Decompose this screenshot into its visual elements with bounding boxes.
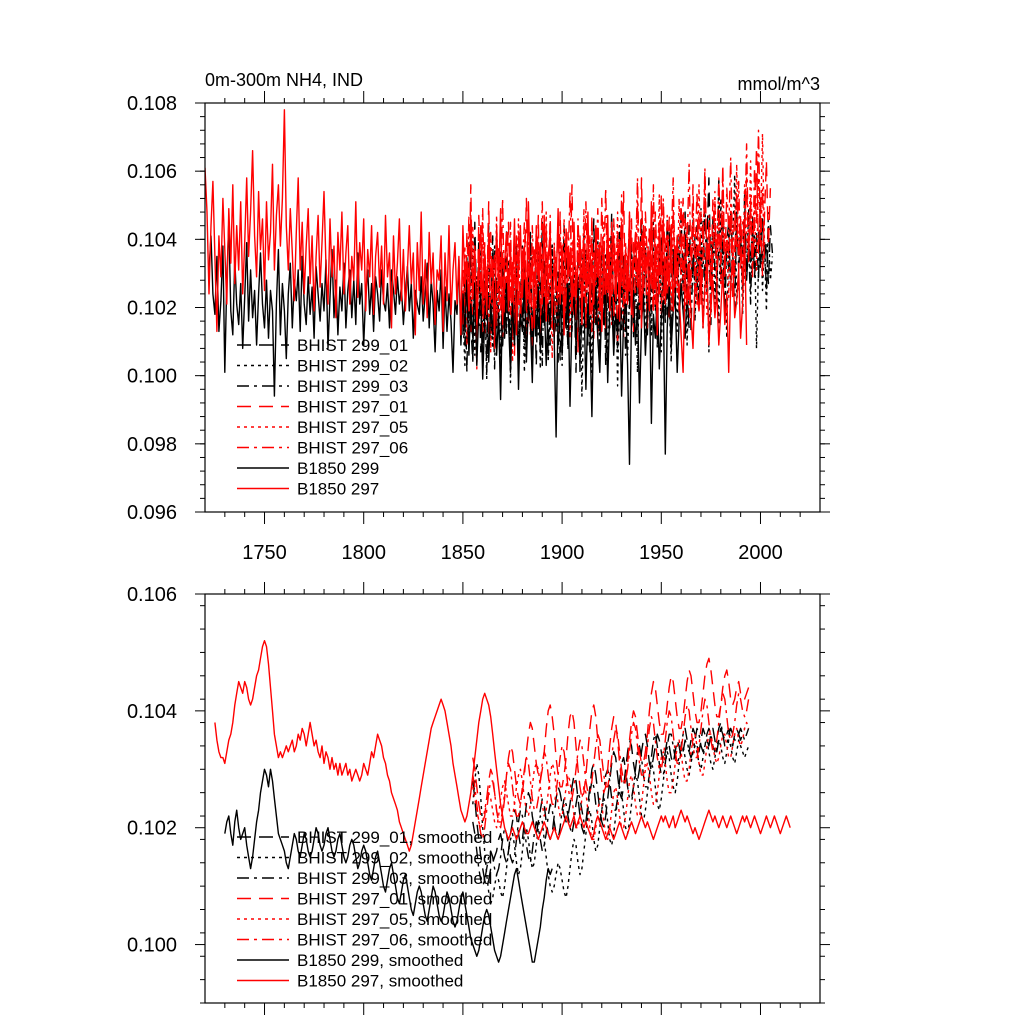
- y-tick-label: 0.106: [127, 584, 177, 606]
- legend-label: BHIST 299_03: [297, 377, 408, 396]
- legend-label: B1850 299, smoothed: [297, 951, 463, 970]
- legend-label: BHIST 299_01, smoothed: [297, 828, 492, 847]
- legend-label: BHIST 297_06, smoothed: [297, 931, 492, 950]
- plot-area: [205, 109, 774, 465]
- legend-label: B1850 297, smoothed: [297, 972, 463, 991]
- series-line-8: [205, 109, 748, 373]
- legend-label: BHIST 299_02: [297, 357, 408, 376]
- x-tick-label: 1850: [441, 542, 486, 564]
- legend-label: BHIST 297_05: [297, 418, 408, 437]
- series-line-5: [472, 721, 750, 841]
- legend: BHIST 299_01, smoothed BHIST 299_02, smoo…: [237, 828, 492, 991]
- chart-title: 0m-300m NH4, IND: [205, 70, 363, 90]
- y-tick-label: 0.096: [127, 502, 177, 524]
- series-line-3: [472, 721, 750, 887]
- legend-label: BHIST 299_03, smoothed: [297, 869, 492, 888]
- y-tick-label: 0.102: [127, 818, 177, 840]
- y-tick-label: 0.102: [127, 298, 177, 320]
- plot-area: [214, 640, 791, 963]
- series-line-7: [208, 221, 690, 465]
- x-tick-label: 1900: [540, 542, 585, 564]
- legend-label: B1850 299: [297, 459, 379, 478]
- x-tick-label: 1800: [341, 542, 386, 564]
- units-label: mmol/m^3: [738, 74, 820, 94]
- legend-label: B1850 297: [297, 480, 379, 499]
- series-line-4: [472, 657, 750, 829]
- plot-frame: [204, 593, 821, 1004]
- legend-label: BHIST 297_01, smoothed: [297, 890, 492, 909]
- legend-label: BHIST 299_02, smoothed: [297, 849, 492, 868]
- series-line-2: [462, 173, 774, 397]
- series-line-6: [472, 692, 750, 841]
- bottom-panel: 0.100 0.102 0.104 0.106 BHIST 299_01, smooth…: [127, 582, 830, 1015]
- legend-label: BHIST 299_01: [297, 336, 408, 355]
- top-panel: 0.096 0.098 0.100 0.102 0.104 0.106 0.108 1750 1…: [127, 70, 830, 564]
- y-tick-label: 0.098: [127, 434, 177, 456]
- x-tick-label: 2000: [738, 542, 783, 564]
- series-lines: [205, 109, 774, 465]
- y-tick-label: 0.104: [127, 701, 177, 723]
- y-tick-label: 0.100: [127, 935, 177, 957]
- y-tick-label: 0.100: [127, 366, 177, 388]
- series-line-2: [472, 739, 750, 905]
- x-tick-label: 1750: [242, 542, 287, 564]
- y-tick-label: 0.106: [127, 161, 177, 183]
- series-line-7: [224, 768, 553, 963]
- series-line-8: [214, 640, 791, 852]
- legend-label: BHIST 297_05, smoothed: [297, 910, 492, 929]
- series-line-1: [472, 727, 746, 887]
- y-tick-label: 0.108: [127, 93, 177, 115]
- series-lines: [214, 640, 791, 963]
- x-tick-label: 1950: [639, 542, 684, 564]
- legend-label: BHIST 297_06: [297, 439, 408, 458]
- y-tick-label: 0.104: [127, 229, 177, 251]
- legend-label: BHIST 297_01: [297, 398, 408, 417]
